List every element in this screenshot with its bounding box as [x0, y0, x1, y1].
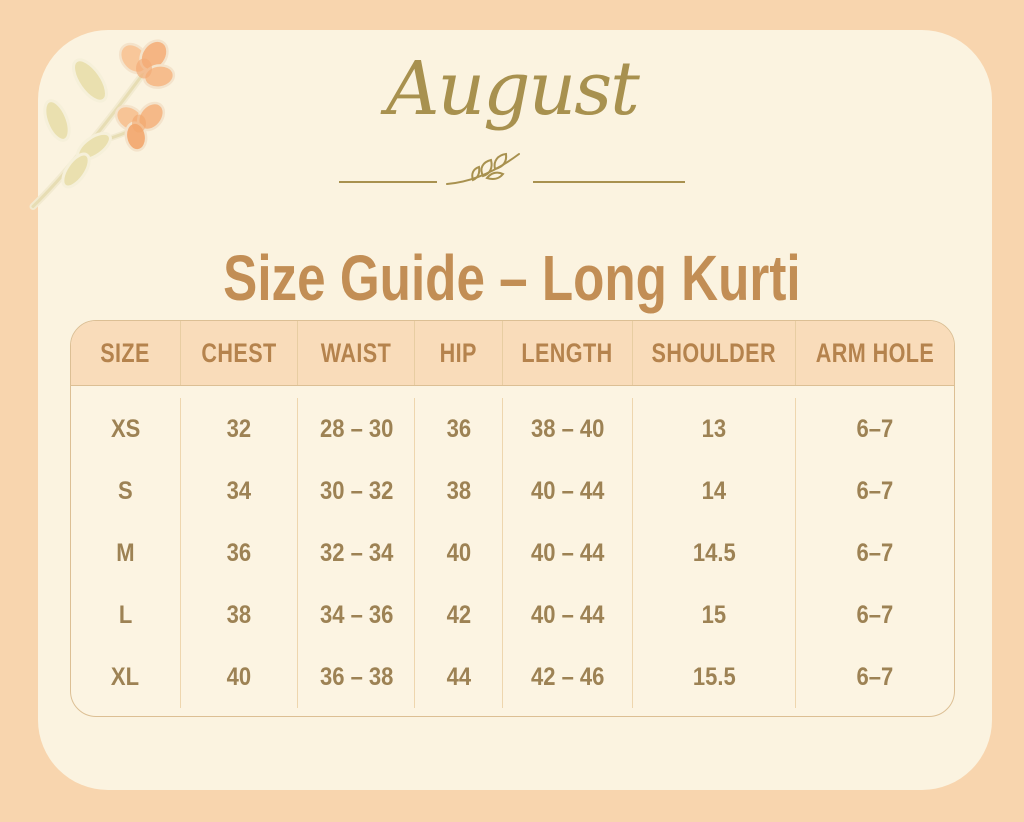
cell-length: 40 – 44: [503, 460, 633, 522]
table-row-l: L 38 34 – 36 42 40 – 44 15 6–7: [71, 584, 954, 646]
cell-length: 42 – 46: [503, 646, 633, 708]
column-header-arm-hole: ARM HOLE: [815, 337, 935, 368]
cell-hip: 42: [415, 584, 504, 646]
cell-size: XS: [71, 398, 181, 460]
divider-line-left: [339, 181, 437, 183]
page-title: Size Guide – Long Kurti: [223, 241, 801, 314]
column-header-shoulder: SHOULDER: [633, 321, 797, 385]
cell-chest: 36: [181, 522, 299, 584]
table-row-xs: XS 32 28 – 30 36 38 – 40 13 6–7: [71, 398, 954, 460]
cell-length: 40 – 44: [503, 522, 633, 584]
cell-shoulder: 14.5: [633, 522, 797, 584]
cell-waist: 30 – 32: [298, 460, 416, 522]
cell-arm-hole: 6–7: [856, 538, 894, 567]
column-header-waist: WAIST: [298, 321, 416, 385]
table-header-row: SIZE CHEST WAIST HIP LENGTH SHOULDER ARM…: [71, 321, 954, 386]
cell-hip: 36: [415, 398, 504, 460]
table-row-xl: XL 40 36 – 38 44 42 – 46 15.5 6–7: [71, 646, 954, 708]
cell-size: S: [71, 460, 181, 522]
cell-waist: 28 – 30: [298, 398, 416, 460]
leaf-sprig-icon: [446, 152, 520, 185]
cell-waist: 32 – 34: [298, 522, 416, 584]
cell-arm-hole: 6–7: [856, 662, 894, 691]
column-header-hip: HIP: [415, 321, 504, 385]
divider-line-right: [533, 181, 685, 183]
cell-length: 38 – 40: [503, 398, 633, 460]
cell-chest: 32: [181, 398, 299, 460]
column-header-length: LENGTH: [503, 321, 633, 385]
cell-shoulder: 14: [633, 460, 797, 522]
column-header-chest: CHEST: [181, 321, 299, 385]
logo-divider: [0, 148, 1024, 188]
cell-waist: 34 – 36: [298, 584, 416, 646]
cell-shoulder: 13: [633, 398, 797, 460]
table-row-m: M 36 32 – 34 40 40 – 44 14.5 6–7: [71, 522, 954, 584]
cell-arm-hole: 6–7: [856, 476, 894, 505]
cell-hip: 38: [415, 460, 504, 522]
cell-hip: 40: [415, 522, 504, 584]
cell-size: L: [71, 584, 181, 646]
cell-length: 40 – 44: [503, 584, 633, 646]
cell-arm-hole: 6–7: [856, 600, 894, 629]
column-header-size: SIZE: [71, 321, 181, 385]
watercolor-flower-icon: [29, 39, 176, 210]
cell-size: M: [71, 522, 181, 584]
cell-chest: 40: [181, 646, 299, 708]
table-body: XS 32 28 – 30 36 38 – 40 13 6–7 S 34 30 …: [71, 386, 954, 716]
cell-arm-hole: 6–7: [856, 414, 894, 443]
cell-hip: 44: [415, 646, 504, 708]
cell-chest: 34: [181, 460, 299, 522]
cell-waist: 36 – 38: [298, 646, 416, 708]
cell-shoulder: 15.5: [633, 646, 797, 708]
cell-size: XL: [71, 646, 181, 708]
size-table: SIZE CHEST WAIST HIP LENGTH SHOULDER ARM…: [70, 320, 955, 717]
cell-shoulder: 15: [633, 584, 797, 646]
table-row-s: S 34 30 – 32 38 40 – 44 14 6–7: [71, 460, 954, 522]
brand-logo: August: [386, 46, 640, 132]
cell-chest: 38: [181, 584, 299, 646]
